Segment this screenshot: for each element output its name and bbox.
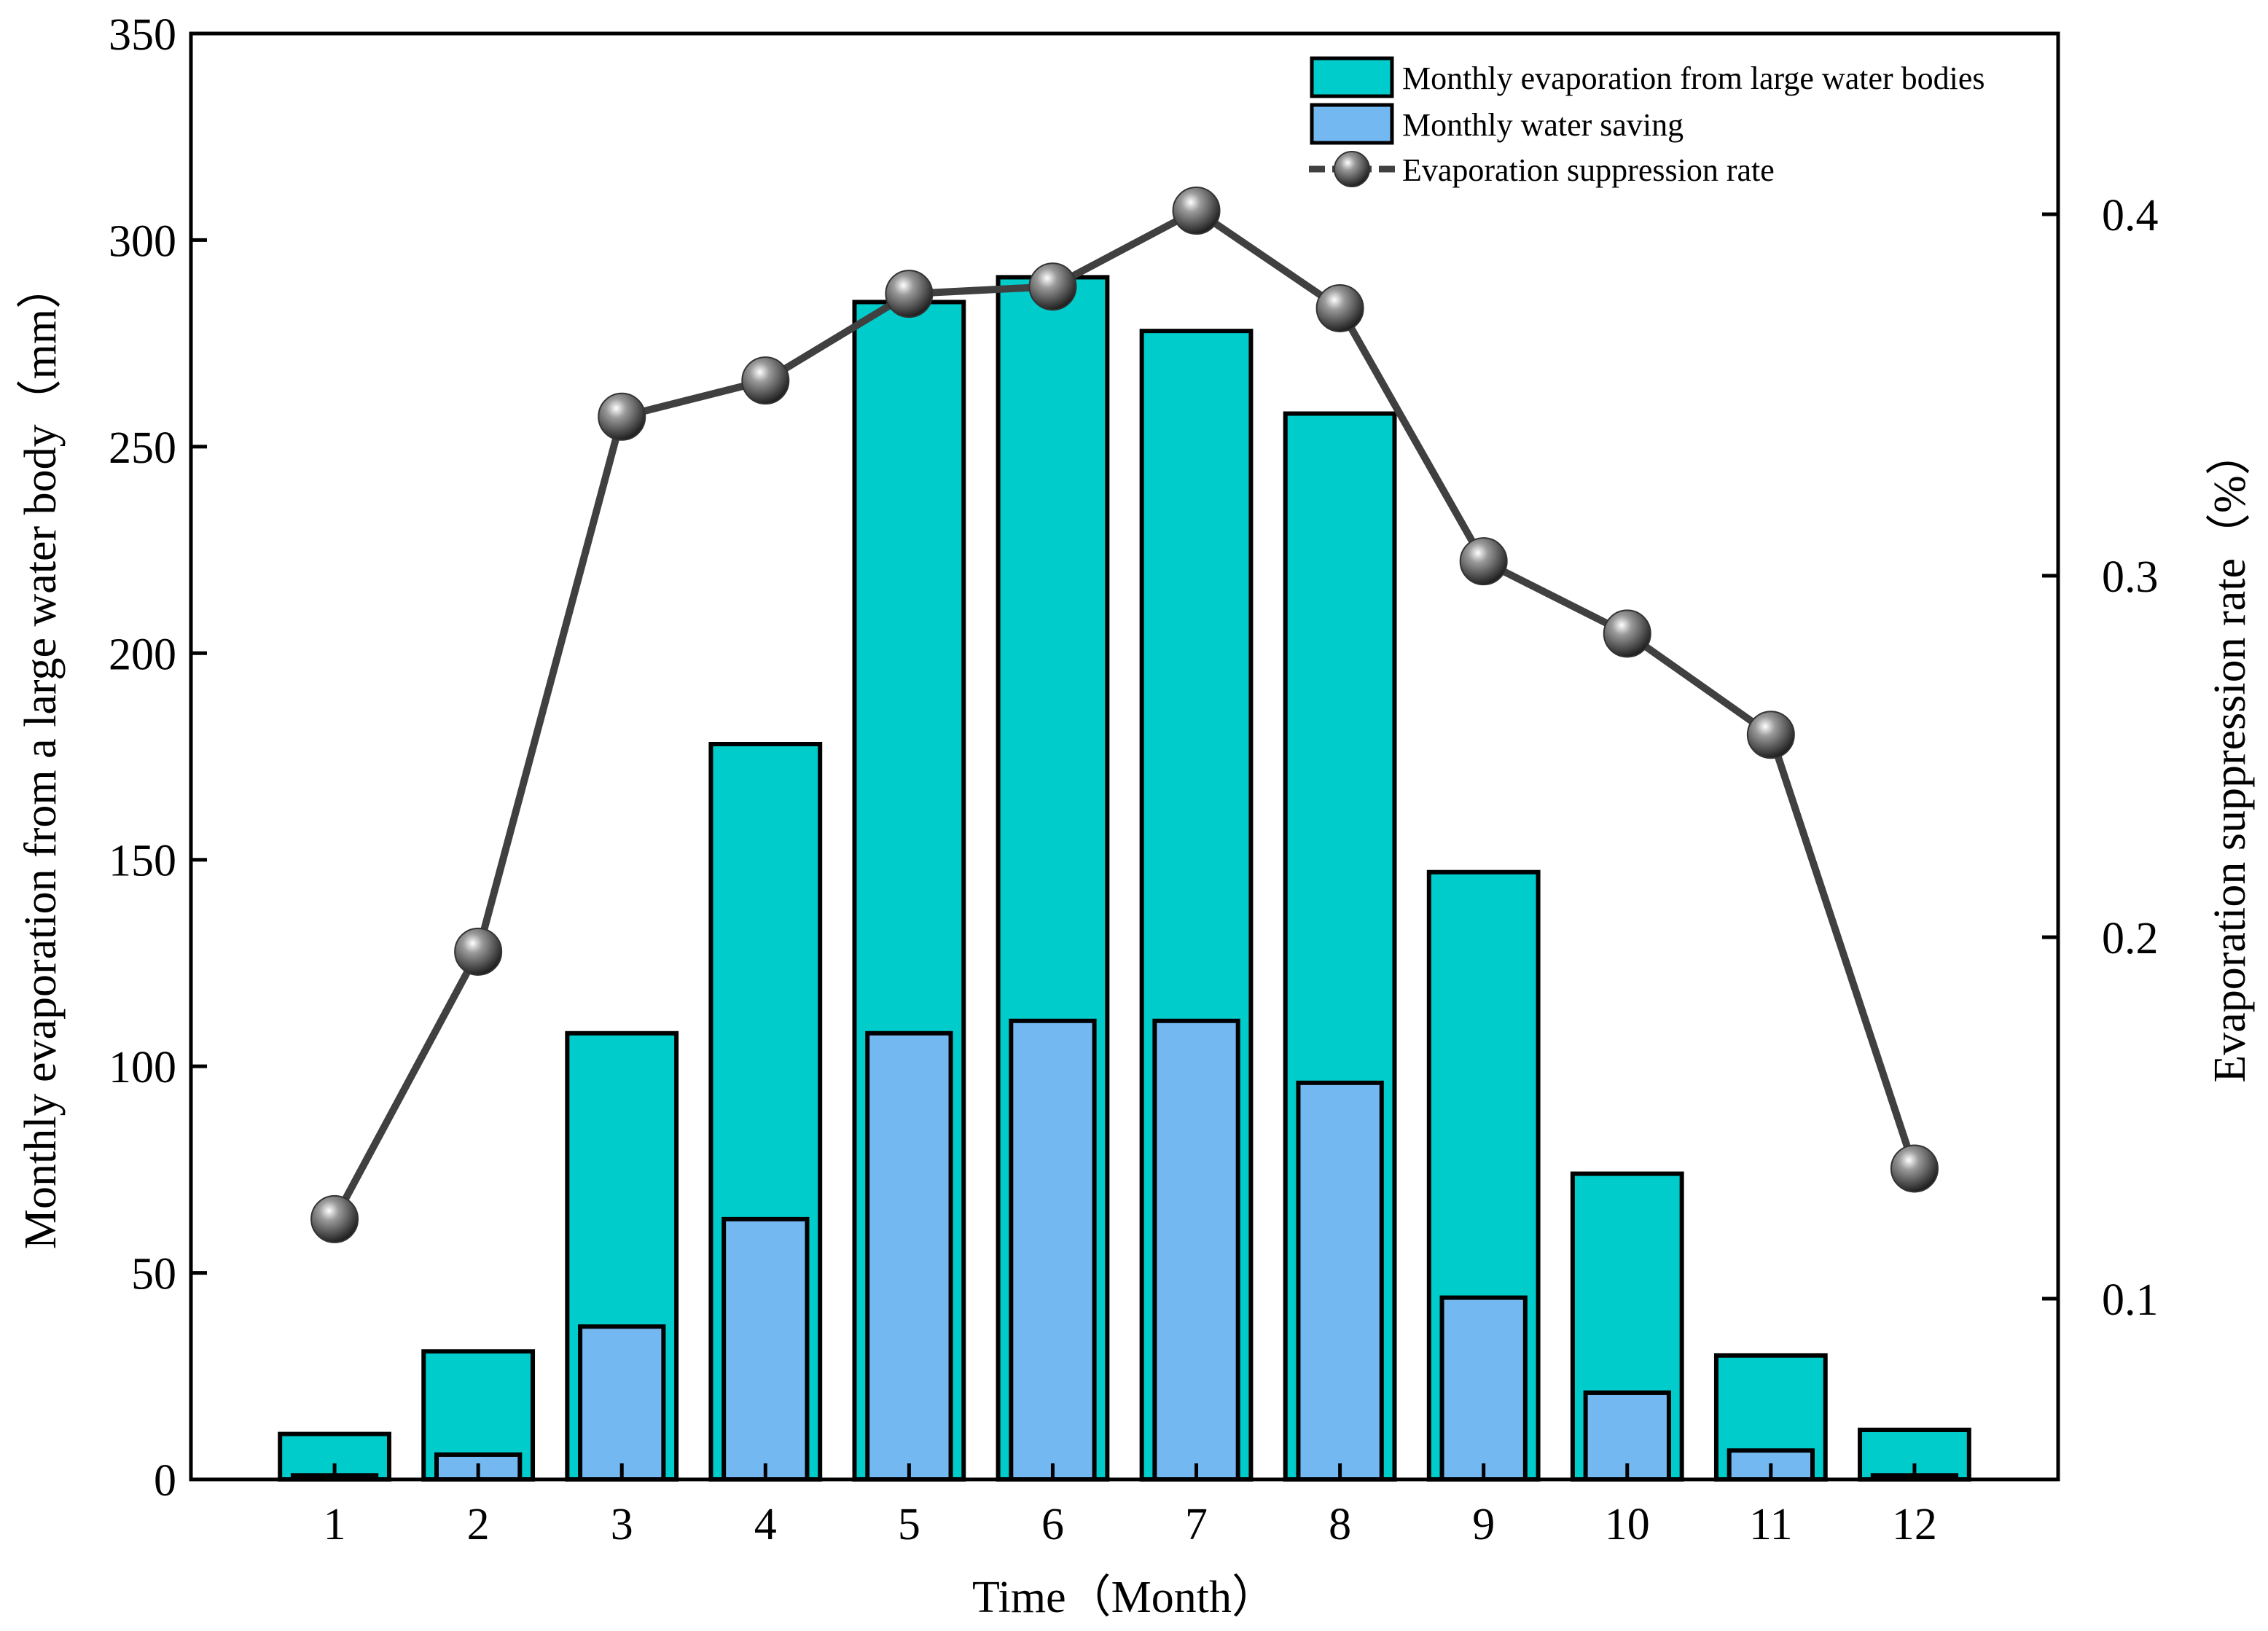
suppression-point-10 xyxy=(1603,609,1651,658)
x-tick-label: 9 xyxy=(1472,1500,1495,1549)
x-tick-label: 11 xyxy=(1749,1500,1793,1549)
x-tick-label: 2 xyxy=(467,1500,490,1549)
suppression-point-12 xyxy=(1890,1144,1939,1193)
legend-label-evaporation: Monthly evaporation from large water bod… xyxy=(1402,60,1985,96)
y-tick-label: 300 xyxy=(109,216,176,266)
y-axis-title: Monthly evaporation from a large water b… xyxy=(16,264,66,1249)
x-axis-title: Time（Month） xyxy=(972,1573,1277,1622)
x-tick-label: 7 xyxy=(1185,1500,1208,1549)
evaporation-bars xyxy=(278,275,1971,1482)
legend: Monthly evaporation from large water bod… xyxy=(1309,56,1985,188)
x-tick-label: 10 xyxy=(1605,1500,1650,1549)
legend-label-suppression: Evaporation suppression rate xyxy=(1402,152,1775,188)
suppression-point-5 xyxy=(885,270,934,318)
x-tick-label: 12 xyxy=(1892,1500,1937,1549)
y-tick-label: 350 xyxy=(109,10,176,60)
y2-axis-title: Evaporation suppression rate（%） xyxy=(2205,430,2255,1082)
y2-tick-label: 0.2 xyxy=(2102,914,2159,963)
water-saving-bar-3 xyxy=(578,1324,666,1482)
y-tick-label: 200 xyxy=(109,630,176,679)
x-tick-label: 8 xyxy=(1329,1500,1351,1549)
x-tick-label: 5 xyxy=(898,1500,920,1549)
suppression-point-6 xyxy=(1028,262,1077,311)
suppression-point-3 xyxy=(598,392,646,441)
water-saving-bar-8 xyxy=(1296,1080,1384,1482)
suppression-point-1 xyxy=(310,1194,359,1243)
legend-swatch-water-saving xyxy=(1310,103,1394,145)
suppression-line-series xyxy=(310,187,1939,1243)
y2-tick-label: 0.1 xyxy=(2102,1275,2159,1325)
legend-marker-suppression xyxy=(1334,151,1370,187)
water-saving-bar-4 xyxy=(722,1216,810,1482)
suppression-point-7 xyxy=(1172,187,1221,235)
legend-swatch-evaporation xyxy=(1310,56,1394,98)
suppression-point-11 xyxy=(1746,711,1795,759)
water-saving-bars xyxy=(290,1018,1959,1482)
suppression-point-2 xyxy=(454,927,503,976)
x-tick-label: 6 xyxy=(1041,1500,1064,1549)
legend-label-water-saving: Monthly water saving xyxy=(1402,107,1684,143)
water-saving-bar-9 xyxy=(1439,1295,1528,1482)
y-tick-label: 0 xyxy=(154,1456,176,1506)
suppression-rate-line xyxy=(331,207,1918,1221)
water-saving-bar-7 xyxy=(1152,1018,1240,1482)
suppression-point-8 xyxy=(1315,283,1364,332)
y-tick-label: 150 xyxy=(109,837,176,886)
y2-tick-label: 0.4 xyxy=(2102,191,2159,240)
x-tick-label: 4 xyxy=(754,1500,777,1549)
x-tick-label: 3 xyxy=(611,1500,633,1549)
water-saving-bar-6 xyxy=(1009,1018,1097,1482)
suppression-point-4 xyxy=(741,356,790,405)
y-tick-label: 250 xyxy=(109,423,176,473)
y2-tick-label: 0.3 xyxy=(2102,552,2159,602)
y-tick-label: 50 xyxy=(131,1250,176,1299)
plot-frame xyxy=(189,31,2060,1482)
x-tick-label: 1 xyxy=(324,1500,346,1549)
suppression-point-9 xyxy=(1459,537,1508,586)
y-tick-label: 100 xyxy=(109,1043,176,1092)
water-saving-bar-5 xyxy=(865,1030,953,1482)
